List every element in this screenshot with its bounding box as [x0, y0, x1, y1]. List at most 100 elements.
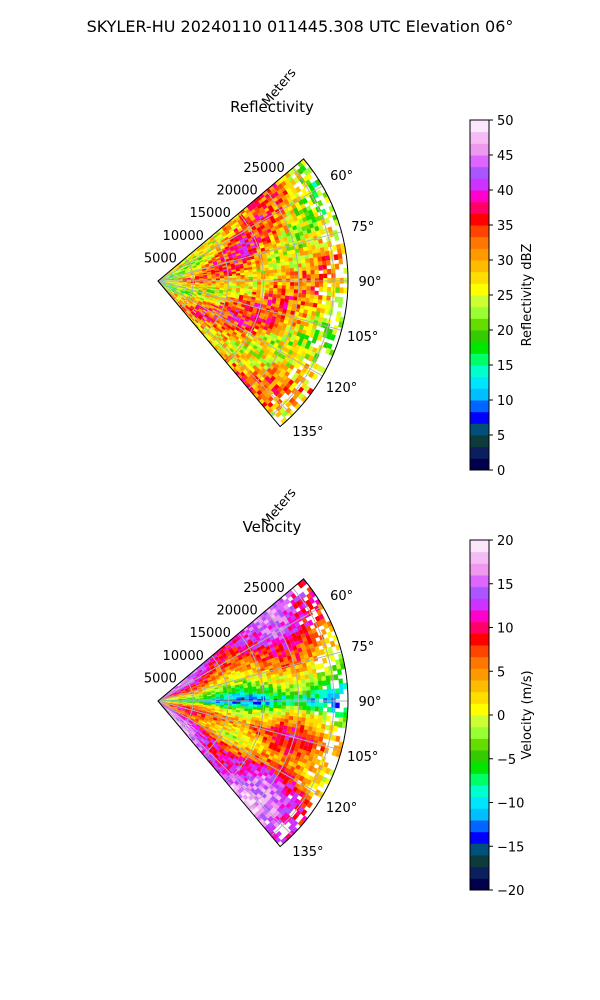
- field-cell: [169, 705, 174, 708]
- range-tick-label: 15000: [190, 206, 231, 221]
- field-cell: [198, 258, 204, 263]
- field-cell: [294, 274, 299, 280]
- field-cell: [307, 355, 314, 362]
- field-cell: [177, 691, 182, 694]
- field-cell: [183, 685, 188, 689]
- field-cell: [170, 698, 175, 700]
- field-cell: [180, 710, 185, 713]
- field-cell: [269, 284, 274, 289]
- field-cell: [234, 370, 241, 377]
- field-cell: [170, 699, 175, 701]
- field-cell: [203, 669, 208, 674]
- field-cell: [215, 698, 220, 701]
- field-cell: [217, 728, 222, 733]
- field-cell: [245, 779, 252, 786]
- field-cell: [244, 277, 249, 280]
- field-cell: [249, 621, 256, 627]
- field-cell: [169, 695, 174, 698]
- field-cell: [230, 357, 237, 363]
- field-cell: [200, 312, 205, 317]
- field-cell: [242, 369, 248, 376]
- field-cell: [185, 289, 190, 292]
- field-cell: [186, 310, 190, 315]
- field-cell: [313, 677, 318, 683]
- field-cell: [248, 626, 255, 632]
- field-cell: [235, 216, 241, 222]
- field-cell: [250, 774, 256, 781]
- field-cell: [178, 276, 183, 279]
- field-cell: [272, 686, 278, 691]
- field-cell: [170, 703, 175, 705]
- field-cell: [244, 354, 251, 361]
- field-cell: [191, 262, 196, 266]
- field-cell: [229, 761, 235, 767]
- field-cell: [192, 294, 197, 298]
- field-cell: [223, 274, 229, 277]
- field-cell: [199, 314, 204, 319]
- field-cell: [198, 709, 203, 713]
- field-cell: [306, 270, 311, 276]
- field-cell: [274, 410, 282, 418]
- field-cell: [323, 246, 329, 253]
- field-cell: [201, 686, 206, 689]
- field-cell: [210, 674, 215, 679]
- field-cell: [307, 669, 313, 676]
- field-cell: [240, 701, 245, 705]
- field-cell: [240, 347, 246, 353]
- field-cell: [303, 250, 309, 256]
- field-cell: [226, 308, 232, 313]
- field-cell: [238, 730, 244, 735]
- field-cell: [256, 265, 261, 270]
- field-cell: [248, 221, 254, 227]
- field-cell: [207, 278, 212, 281]
- field-cell: [264, 690, 270, 695]
- field-cell: [205, 665, 210, 669]
- field-cell: [180, 268, 185, 271]
- field-cell: [183, 264, 188, 268]
- field-cell: [237, 337, 243, 343]
- field-cell: [177, 271, 182, 274]
- field-cell: [170, 702, 175, 703]
- field-cell: [245, 636, 251, 642]
- field-cell: [201, 310, 207, 315]
- field-cell: [227, 330, 233, 336]
- field-cell: [189, 306, 194, 311]
- field-cell: [243, 236, 249, 242]
- field-cell: [171, 689, 176, 692]
- field-cell: [186, 704, 191, 706]
- colorbar-tick-label: 20: [497, 324, 514, 339]
- field-cell: [236, 695, 241, 698]
- field-cell: [310, 286, 315, 292]
- field-cell: [221, 645, 227, 650]
- field-cell: [232, 313, 238, 318]
- field-cell: [233, 634, 240, 640]
- field-cell: [205, 267, 211, 271]
- field-cell: [252, 618, 259, 625]
- field-cell: [235, 643, 241, 649]
- field-cell: [229, 230, 235, 235]
- field-cell: [219, 676, 225, 680]
- field-cell: [236, 645, 242, 651]
- field-cell: [206, 675, 211, 679]
- field-cell: [239, 774, 246, 780]
- field-cell: [170, 279, 175, 281]
- field-cell: [201, 730, 207, 735]
- field-cell: [268, 710, 274, 715]
- field-cell: [222, 315, 228, 320]
- field-cell: [281, 288, 286, 293]
- field-cell: [323, 282, 328, 288]
- field-cell: [195, 726, 200, 730]
- field-cell: [228, 313, 234, 318]
- field-cell: [224, 731, 230, 736]
- field-cell: [326, 291, 332, 298]
- field-cell: [298, 282, 303, 287]
- field-cell: [234, 309, 240, 314]
- field-cell: [248, 782, 255, 788]
- field-cell: [227, 343, 233, 349]
- field-cell: [185, 305, 190, 310]
- field-cell: [193, 670, 198, 674]
- field-cell: [236, 242, 242, 247]
- field-cell: [186, 274, 191, 277]
- field-cell: [228, 302, 234, 307]
- field-cell: [245, 324, 251, 330]
